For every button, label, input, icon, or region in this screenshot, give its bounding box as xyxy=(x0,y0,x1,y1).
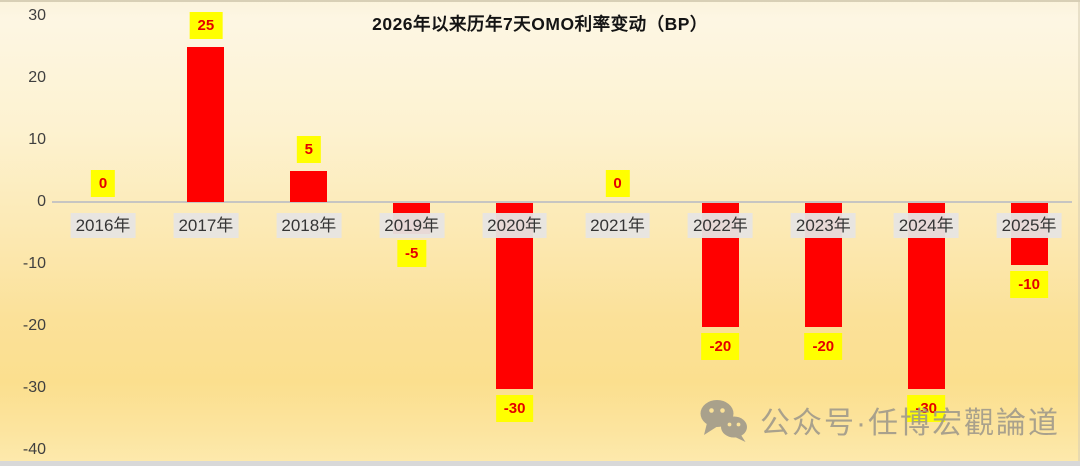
category-label: 2020年 xyxy=(482,213,548,238)
bar-2018年 xyxy=(290,171,328,202)
value-label: -30 xyxy=(907,395,946,422)
value-label: -30 xyxy=(495,395,534,422)
y-tick-label: 30 xyxy=(28,7,46,24)
value-label: 5 xyxy=(296,136,321,163)
y-tick-label: -40 xyxy=(22,441,46,458)
category-label: 2019年 xyxy=(379,213,445,238)
wechat-icon xyxy=(700,400,747,442)
category-label: 2017年 xyxy=(173,213,239,238)
y-tick-label: 20 xyxy=(28,69,46,86)
category-label: 2016年 xyxy=(70,213,136,238)
bottom-strip xyxy=(0,461,1080,466)
category-label: 2024年 xyxy=(893,213,959,238)
value-label: -20 xyxy=(701,333,740,360)
category-label: 2021年 xyxy=(585,213,650,238)
y-tick-label: -10 xyxy=(22,255,46,272)
category-label: 2018年 xyxy=(276,213,342,238)
x-axis-line xyxy=(52,201,1072,203)
top-edge-divider xyxy=(0,0,1080,2)
bar-2017年 xyxy=(187,47,225,202)
watermark: 公众号·任博宏觀論道 xyxy=(698,398,1060,442)
y-tick-label: -20 xyxy=(22,317,46,334)
y-tick-label: 10 xyxy=(28,131,46,148)
category-label: 2023年 xyxy=(790,213,856,238)
value-label: 0 xyxy=(90,170,116,197)
category-label: 2022年 xyxy=(687,213,753,238)
value-label: -10 xyxy=(1010,271,1048,298)
y-tick-label: -30 xyxy=(22,379,46,396)
category-label: 2025年 xyxy=(996,213,1062,238)
chart-title: 2026年以来历年7天OMO利率变动（BP） xyxy=(372,14,708,34)
value-label: 25 xyxy=(189,12,223,39)
right-edge-divider xyxy=(1078,0,1080,466)
value-label: 0 xyxy=(605,170,630,197)
y-tick-label: 0 xyxy=(37,193,46,210)
watermark-text: 公众号·任博宏觀論道 xyxy=(760,407,1060,440)
value-label: -20 xyxy=(804,333,843,360)
value-label: -5 xyxy=(397,240,427,267)
